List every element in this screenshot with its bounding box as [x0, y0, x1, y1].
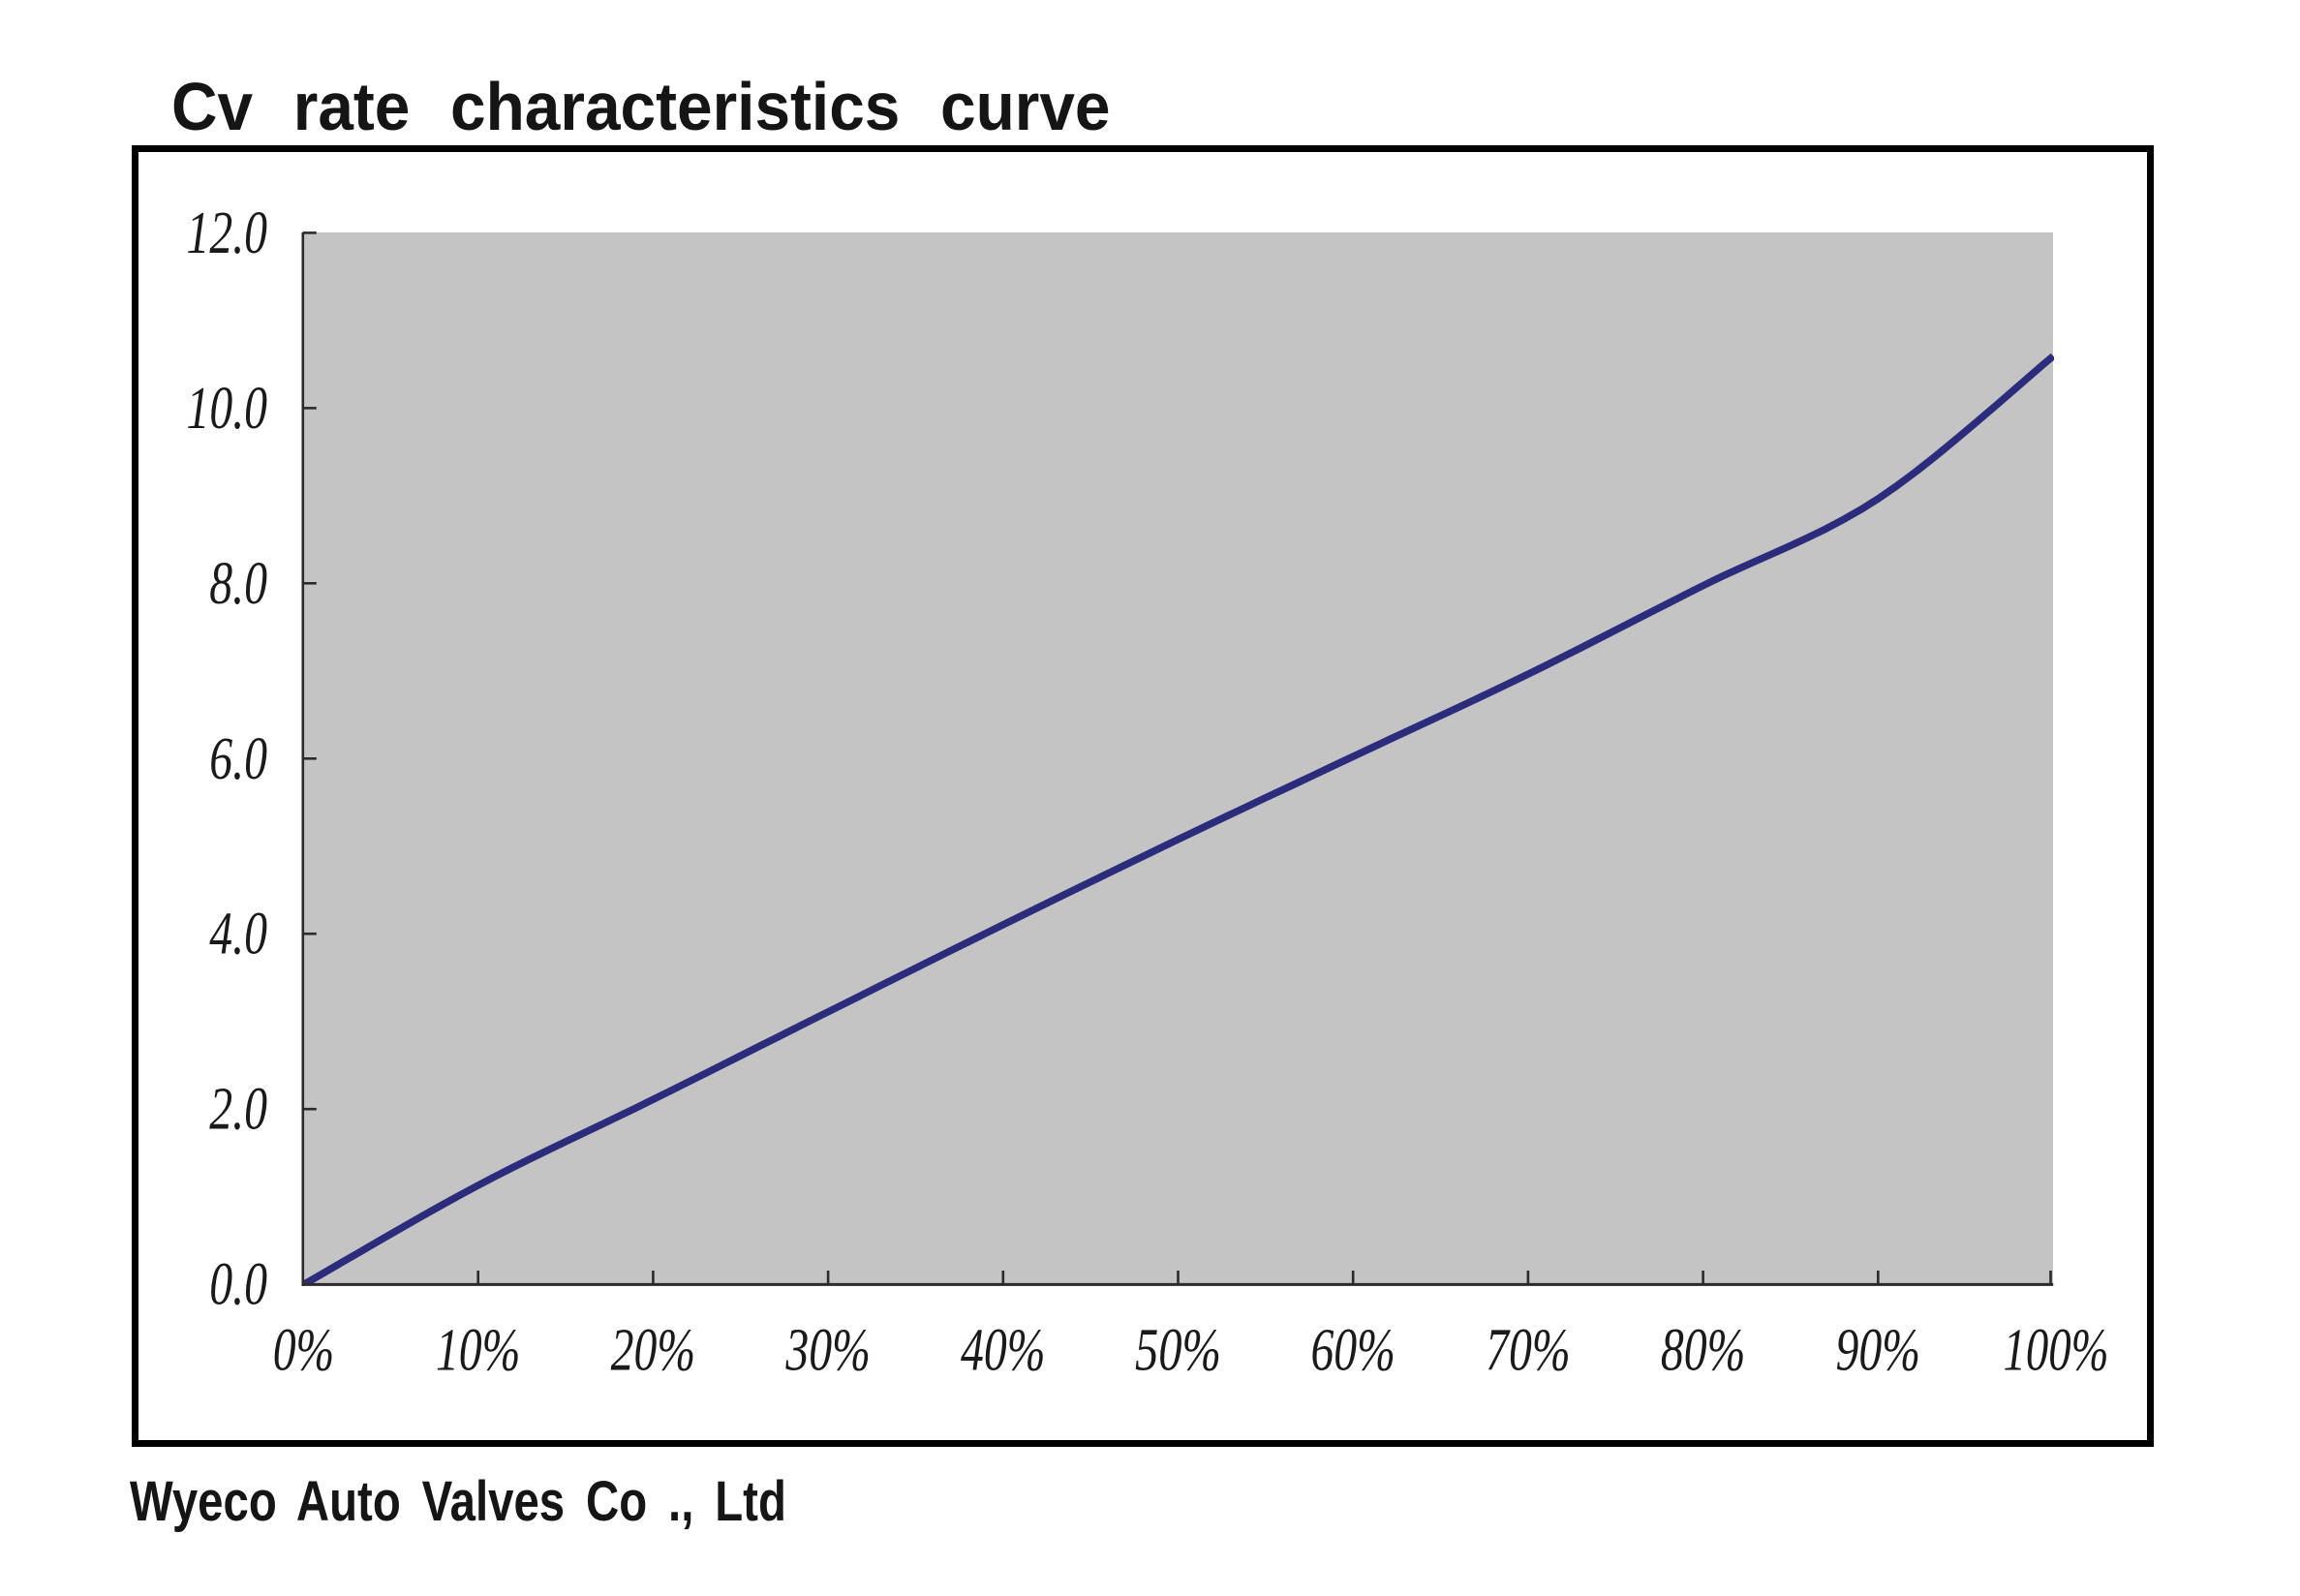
- svg-text:8.0: 8.0: [209, 551, 267, 617]
- svg-text:40%: 40%: [961, 1318, 1046, 1384]
- svg-text:0.0: 0.0: [209, 1252, 267, 1318]
- svg-text:30%: 30%: [785, 1318, 871, 1384]
- svg-text:0%: 0%: [273, 1318, 335, 1384]
- svg-text:70%: 70%: [1486, 1318, 1571, 1384]
- svg-text:10%: 10%: [436, 1318, 521, 1384]
- svg-text:2.0: 2.0: [209, 1077, 267, 1143]
- svg-text:90%: 90%: [1836, 1318, 1921, 1384]
- svg-text:60%: 60%: [1310, 1318, 1395, 1384]
- svg-text:50%: 50%: [1135, 1318, 1221, 1384]
- svg-text:6.0: 6.0: [209, 726, 267, 792]
- svg-text:4.0: 4.0: [209, 902, 267, 967]
- svg-text:12.0: 12.0: [187, 200, 268, 266]
- svg-text:10.0: 10.0: [187, 376, 268, 442]
- svg-text:20%: 20%: [611, 1318, 696, 1384]
- svg-text:80%: 80%: [1661, 1318, 1746, 1384]
- svg-text:100%: 100%: [2004, 1318, 2109, 1384]
